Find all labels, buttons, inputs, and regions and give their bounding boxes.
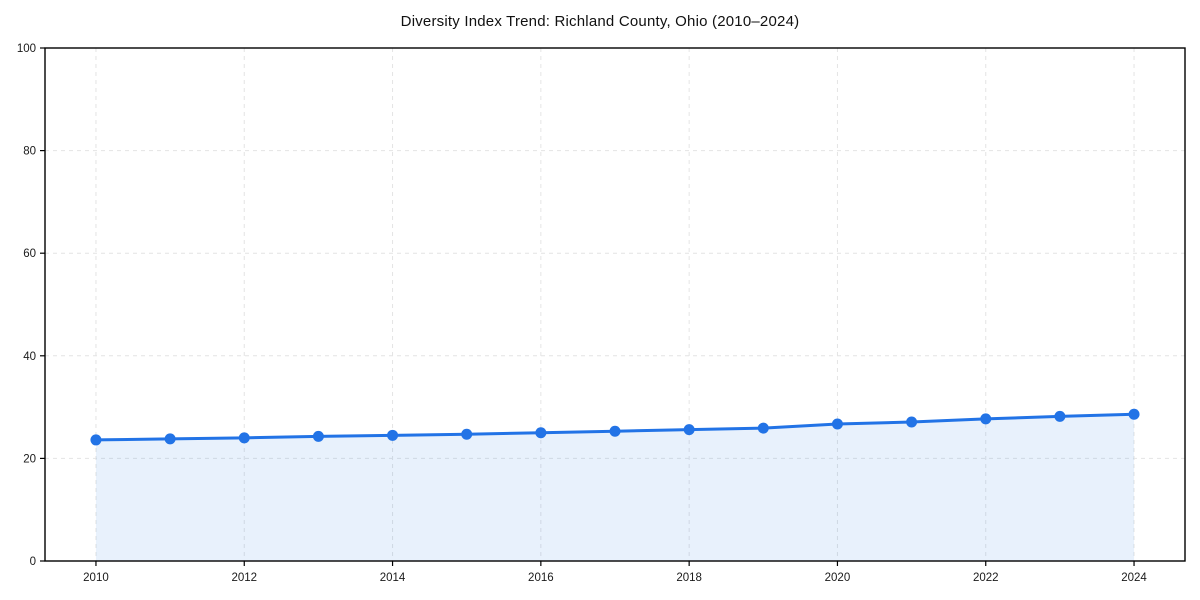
data-point-marker xyxy=(164,433,176,445)
area-fill xyxy=(95,414,1135,561)
y-tick-label: 100 xyxy=(17,43,36,55)
y-tick-label: 60 xyxy=(23,248,36,260)
data-point-marker xyxy=(461,428,473,440)
x-tick-label: 2020 xyxy=(825,572,851,584)
data-point-marker xyxy=(1128,408,1140,420)
data-point-marker xyxy=(757,422,769,434)
y-tick-label: 20 xyxy=(23,453,36,465)
x-tick-label: 2012 xyxy=(231,572,257,584)
data-point-marker xyxy=(387,429,399,441)
data-point-marker xyxy=(535,427,547,439)
plot-border xyxy=(44,47,1186,562)
x-tick-label: 2010 xyxy=(83,572,109,584)
data-point-marker xyxy=(609,425,621,437)
data-point-marker xyxy=(906,416,918,428)
y-tick-label: 0 xyxy=(30,556,36,568)
x-tick-label: 2014 xyxy=(380,572,406,584)
y-tick-label: 80 xyxy=(23,146,36,158)
chart-title: Diversity Index Trend: Richland County, … xyxy=(400,13,800,30)
data-point-marker xyxy=(312,430,324,442)
data-point-marker xyxy=(90,434,102,446)
data-point-marker xyxy=(980,413,992,425)
data-point-marker xyxy=(831,418,843,430)
x-tick-label: 2024 xyxy=(1121,572,1147,584)
x-tick-label: 2018 xyxy=(676,572,702,584)
x-tick-label: 2022 xyxy=(973,572,999,584)
x-tick-label: 2016 xyxy=(528,572,554,584)
data-point-marker xyxy=(238,432,250,444)
y-tick-label: 40 xyxy=(23,351,36,363)
data-point-marker xyxy=(683,424,695,436)
data-point-marker xyxy=(1054,410,1066,422)
